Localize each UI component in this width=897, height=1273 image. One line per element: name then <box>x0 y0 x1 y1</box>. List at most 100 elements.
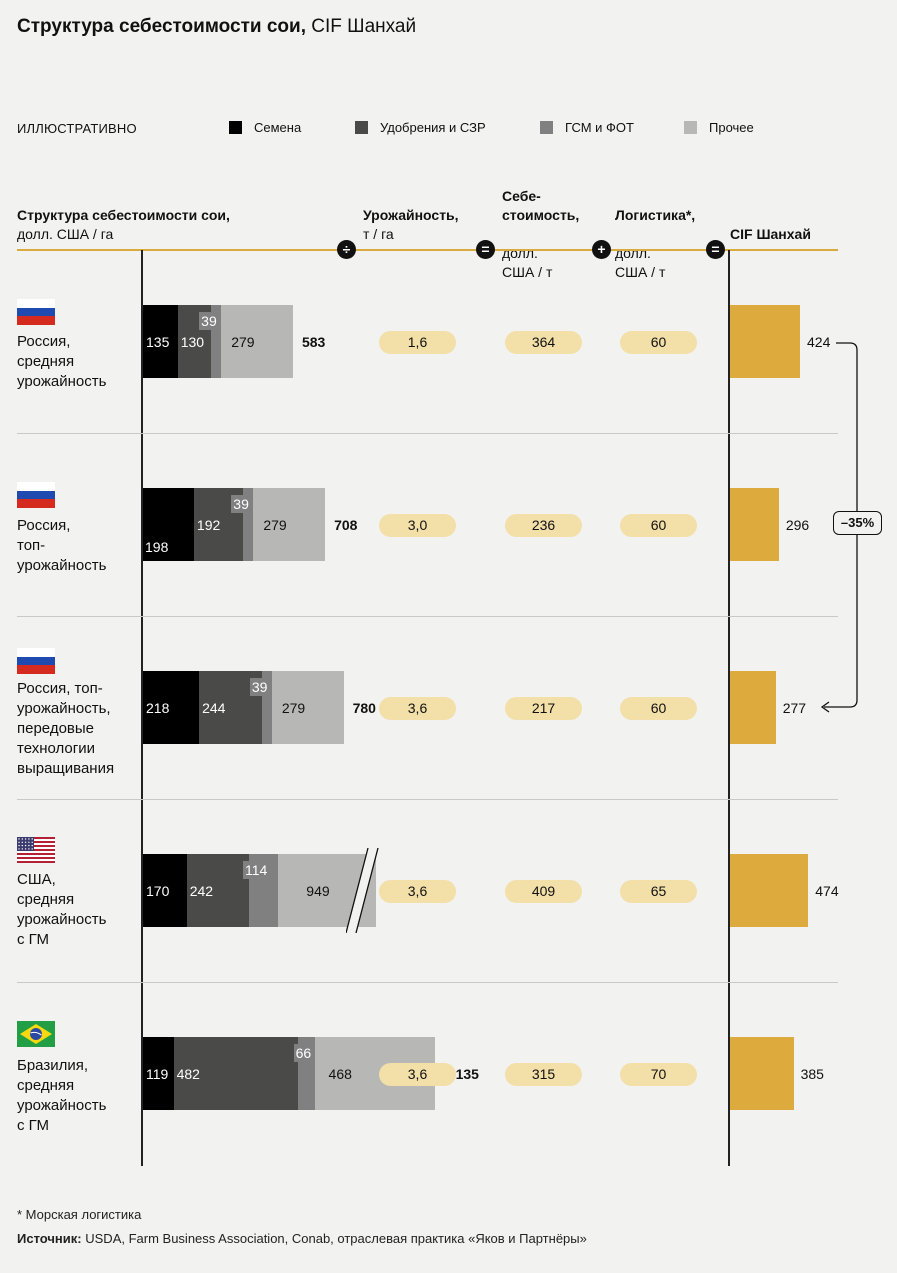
row-label: Россия, топ- урожайность <box>17 517 107 574</box>
row-separator <box>17 982 838 983</box>
seeds-value-label: 198 <box>143 538 171 556</box>
legend-label: Прочее <box>709 120 754 135</box>
yield-pill: 3,0 <box>379 514 456 537</box>
fertilizer-value-label: 482 <box>176 1066 200 1082</box>
legend-swatch <box>355 121 368 134</box>
yield-pill: 3,6 <box>379 880 456 903</box>
cif-bar <box>730 854 809 927</box>
logistics-pill: 60 <box>620 697 697 720</box>
divide-icon: ÷ <box>337 240 356 259</box>
fuel-segment <box>243 488 254 561</box>
legend-item-other: Прочее <box>684 120 754 135</box>
source-label: Источник: <box>17 1231 82 1246</box>
cif-axis-line <box>728 250 730 1166</box>
header-cost-title: Себе- стоимость, <box>502 188 580 223</box>
cost-pill: 236 <box>505 514 582 537</box>
title-bold: Структура себестоимости сои, <box>17 16 306 37</box>
cost-total-label: 708 <box>334 517 358 533</box>
seeds-segment <box>143 854 187 927</box>
fuel-value-label: 39 <box>231 495 251 513</box>
seeds-segment <box>143 305 178 378</box>
equals-icon: = <box>706 240 725 259</box>
cif-value-label: 385 <box>800 1066 824 1082</box>
brazil-flag-icon <box>17 1021 55 1047</box>
fuel-value-label: 66 <box>293 1044 314 1062</box>
cif-bar <box>730 671 776 744</box>
fertilizer-value-label: 242 <box>189 883 214 899</box>
illustrative-label: ИЛЛЮСТРАТИВНО <box>17 121 137 136</box>
arrow-head-icon <box>820 701 830 713</box>
seeds-segment <box>143 671 200 744</box>
cost-pill: 364 <box>505 331 582 354</box>
russia-flag-icon <box>17 299 55 325</box>
header-yield-unit: т / га <box>363 226 394 242</box>
fertilizer-value-label: 244 <box>202 700 226 716</box>
legend-label: ГСМ и ФОТ <box>565 120 634 135</box>
russia-flag-icon <box>17 482 55 508</box>
seeds-value-label: 119 <box>146 1066 169 1082</box>
header-yield-title: Урожайность, <box>363 207 459 223</box>
header-cif-title: CIF Шанхай <box>730 226 811 242</box>
logistics-pill: 60 <box>620 331 697 354</box>
title-rest: CIF Шанхай <box>311 16 417 37</box>
legend-label: Удобрения и СЗР <box>380 120 486 135</box>
yield-pill: 3,6 <box>379 697 456 720</box>
fertilizer-value-label: 130 <box>180 334 205 350</box>
cost-pill: 409 <box>505 880 582 903</box>
fuel-value-label: 39 <box>249 678 270 696</box>
cif-value-label: 424 <box>807 334 831 350</box>
row-label: США, средняя урожайность с ГМ <box>17 871 107 948</box>
yield-pill: 3,6 <box>379 1063 456 1086</box>
other-value-label: 279 <box>281 700 306 716</box>
legend-swatch <box>684 121 697 134</box>
row-label: Бразилия, средняя урожайность с ГМ <box>17 1057 107 1134</box>
other-segment <box>221 305 293 378</box>
legend-item-seeds: Семена <box>229 120 301 135</box>
other-segment <box>253 488 326 561</box>
cif-bar <box>730 1037 794 1110</box>
cif-value-label: 474 <box>815 883 839 899</box>
cost-total-label: 780 <box>352 700 376 716</box>
fertilizer-segment <box>186 854 249 927</box>
fertilizer-value-label: 192 <box>196 517 221 533</box>
fuel-value-label: 39 <box>199 312 219 330</box>
seeds-value-label: 135 <box>146 334 170 350</box>
axis-break-icon <box>346 848 379 933</box>
other-value-label: 468 <box>328 1066 352 1082</box>
logistics-pill: 65 <box>620 880 697 903</box>
header-structure-unit: долл. США / га <box>17 226 114 242</box>
yield-pill: 1,6 <box>379 331 456 354</box>
legend-swatch <box>229 121 242 134</box>
seeds-value-label: 218 <box>146 700 170 716</box>
fertilizer-segment <box>173 1037 298 1110</box>
plus-icon: + <box>592 240 611 259</box>
cost-axis-line <box>141 250 143 1166</box>
page-title: Структура себестоимости сои, CIF Шанхай <box>17 16 416 38</box>
header-yield: Урожайность, т / га <box>363 206 459 244</box>
cif-bar <box>730 305 800 378</box>
cost-pill: 315 <box>505 1063 582 1086</box>
legend-item-fertilizers: Удобрения и СЗР <box>355 120 486 135</box>
legend-item-fuel: ГСМ и ФОТ <box>540 120 634 135</box>
row-label: Россия, средняя урожайность <box>17 333 107 390</box>
header-cif: CIF Шанхай <box>730 225 811 244</box>
header-structure: Структура себестоимости сои, долл. США /… <box>17 206 230 244</box>
equals-icon: = <box>476 240 495 259</box>
russia-flag-icon <box>17 648 55 674</box>
other-value-label: 949 <box>306 883 330 899</box>
source-text: USDA, Farm Business Association, Conab, … <box>85 1231 587 1246</box>
cost-total-label: 583 <box>301 334 326 350</box>
cif-bar <box>730 488 779 561</box>
logistics-pill: 60 <box>620 514 697 537</box>
row-label: Россия, топ- урожайность, передовые техн… <box>17 680 115 777</box>
legend-swatch <box>540 121 553 134</box>
other-value-label: 279 <box>231 334 255 350</box>
fuel-segment <box>211 305 222 378</box>
header-structure-title: Структура себестоимости сои, <box>17 207 230 223</box>
cif-value-label: 296 <box>785 517 810 533</box>
logistics-pill: 70 <box>620 1063 697 1086</box>
row-separator <box>17 616 838 617</box>
reduction-badge: –35% <box>833 511 882 535</box>
row-separator <box>17 433 838 434</box>
footnote: * Морская логистика <box>17 1207 142 1222</box>
